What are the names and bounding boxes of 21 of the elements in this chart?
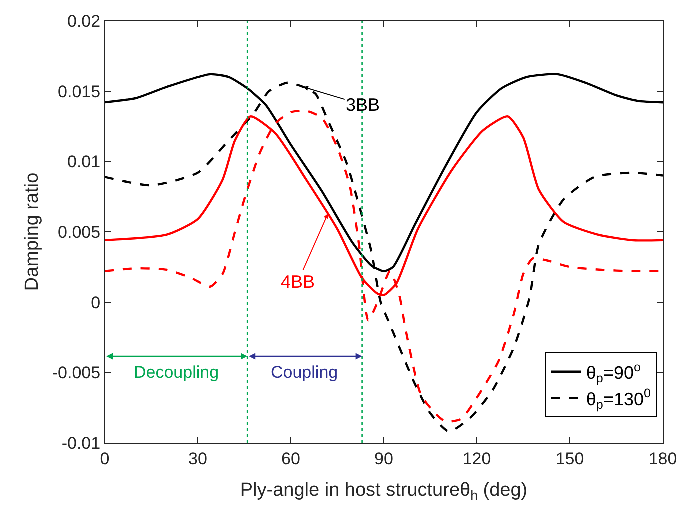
- x-tick-label: 90: [374, 449, 394, 468]
- annotation: Coupling: [271, 363, 338, 382]
- y-axis-title: Damping ratio: [22, 172, 44, 292]
- x-axis-title: Ply-angle in host structureθ$_{h}$ (deg): [240, 480, 528, 504]
- legend-label: θ$_{p}$=130$^{0}$: [586, 386, 652, 412]
- annotation: Decoupling: [134, 363, 220, 382]
- y-tick-label: -0.01: [62, 434, 101, 453]
- legend-label: θ$_{p}$=90$^{o}$: [586, 360, 642, 386]
- y-tick-label: 0.005: [58, 222, 101, 242]
- y-tick-label: 0.02: [68, 12, 101, 31]
- x-tick-label: 120: [462, 449, 492, 468]
- x-tick-label: 180: [648, 449, 678, 468]
- y-tick-label: 0.01: [68, 152, 101, 172]
- annotation: 3BB: [346, 95, 380, 115]
- x-tick-label: 150: [556, 449, 584, 468]
- x-tick-label: 30: [188, 449, 208, 468]
- annotation: 4BB: [281, 272, 316, 292]
- y-tick-label: 0: [91, 293, 101, 312]
- y-tick-label: -0.005: [52, 364, 101, 383]
- x-tick-label: 60: [282, 449, 300, 468]
- y-tick-label: 0.015: [58, 82, 101, 102]
